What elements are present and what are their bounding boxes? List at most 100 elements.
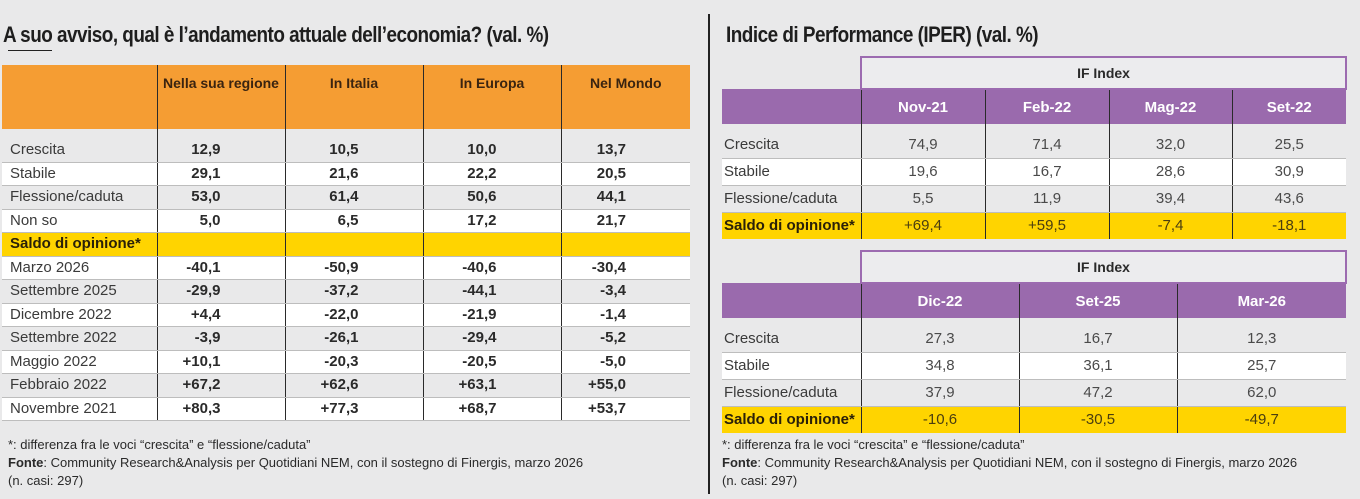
table-row: Novembre 2021 +80,3 +77,3 +68,7 +53,7 (2, 397, 690, 421)
if-index-header: IF Index (860, 250, 1347, 284)
table-row: Stabile 34,8 36,1 25,7 (722, 352, 1346, 380)
source-label: Fonte (722, 455, 758, 470)
value-cell: -50,9 (284, 256, 423, 280)
row-label: Flessione/caduta (2, 185, 157, 210)
source-text: : Community Research&Analysis per Quotid… (757, 455, 1298, 470)
cases-count: (n. casi: 297) (8, 473, 84, 488)
table-row: Stabile 19,6 16,7 28,6 30,9 (722, 158, 1347, 186)
value-cell: 27,3 (860, 326, 1019, 353)
value-cell: 62,0 (1176, 379, 1346, 407)
value-cell: 12,9 (156, 139, 285, 163)
table-row: Flessione/caduta 53,0 61,4 50,6 44,1 (2, 185, 690, 210)
value-cell: 53,0 (156, 185, 285, 210)
value-cell: +67,2 (156, 373, 285, 398)
spacer-cell (1176, 318, 1346, 326)
table-row: Crescita 74,9 71,4 32,0 25,5 (722, 132, 1347, 159)
corner-header (722, 283, 861, 318)
value-cell: 19,6 (860, 158, 985, 186)
value-cell: -7,4 (1108, 212, 1232, 239)
period-header: Nov-21 (860, 89, 985, 124)
value-cell: -20,5 (422, 350, 561, 374)
table-row: Flessione/caduta 5,5 11,9 39,4 43,6 (722, 185, 1347, 213)
column-header: In Europa (422, 65, 561, 129)
value-cell: -29,4 (422, 326, 561, 351)
title-underline (8, 50, 52, 51)
value-cell: +80,3 (156, 397, 285, 421)
table-row: Stabile 29,1 21,6 22,2 20,5 (2, 162, 690, 186)
economy-panel: A suo avviso, qual è l’andamento attuale… (2, 22, 690, 488)
period-header: Feb-22 (984, 89, 1109, 124)
table-row: Dicembre 2022 +4,4 -22,0 -21,9 -1,4 (2, 303, 690, 327)
row-label: Settembre 2022 (2, 326, 157, 351)
value-cell: -21,9 (422, 303, 561, 327)
value-cell: +62,6 (284, 373, 423, 398)
period-header: Mar-26 (1176, 283, 1346, 318)
period-header: Dic-22 (860, 283, 1019, 318)
source-label: Fonte (8, 455, 44, 470)
value-cell: 22,2 (422, 162, 561, 186)
value-cell: +69,4 (860, 212, 985, 239)
row-label: Flessione/caduta (722, 379, 861, 407)
value-cell: -10,6 (860, 406, 1019, 433)
value-cell: 13,7 (560, 139, 690, 163)
value-cell: 5,0 (156, 209, 285, 233)
row-label: Flessione/caduta (722, 185, 861, 213)
spacer-cell (722, 318, 861, 326)
period-header: Set-25 (1018, 283, 1177, 318)
value-cell: 16,7 (984, 158, 1109, 186)
panel-divider (708, 14, 710, 494)
iper-table-title: Indice di Performance (IPER) (val. %) (726, 22, 1039, 47)
table-row: Maggio 2022 +10,1 -20,3 -20,5 -5,0 (2, 350, 690, 374)
blank-header (722, 251, 861, 283)
if-index-header: IF Index (859, 56, 1348, 90)
column-header: In Italia (284, 65, 423, 129)
iper-table-1: IF Index Nov-21 Feb-22 Mag-22 Set-22 Cresci… (722, 56, 1348, 239)
value-cell: 50,6 (422, 185, 561, 210)
value-cell: 11,9 (984, 185, 1109, 213)
value-cell: 29,1 (156, 162, 285, 186)
value-cell: 71,4 (984, 132, 1109, 159)
spacer-cell (560, 129, 690, 139)
value-cell: 28,6 (1108, 158, 1232, 186)
section-cell (284, 232, 423, 257)
column-header: Nel Mondo (560, 65, 690, 129)
value-cell: 39,4 (1108, 185, 1232, 213)
value-cell: 21,7 (560, 209, 690, 233)
value-cell: 74,9 (860, 132, 985, 159)
value-cell: +10,1 (156, 350, 285, 374)
value-cell: -29,9 (156, 279, 285, 304)
value-cell: -20,3 (284, 350, 423, 374)
iper-panel: Indice di Performance (IPER) (val. %) IF… (712, 0, 1360, 499)
footnote: *: differenza fra le voci “crescita” e “… (8, 437, 311, 452)
value-cell: 34,8 (860, 352, 1019, 380)
row-label: Stabile (722, 158, 861, 186)
value-cell: -30,5 (1018, 406, 1177, 433)
spacer-cell (2, 129, 157, 139)
value-cell: 37,9 (860, 379, 1019, 407)
row-label: Settembre 2025 (2, 279, 157, 304)
spacer-cell (722, 124, 861, 132)
corner-header (2, 65, 157, 129)
value-cell: 10,5 (284, 139, 423, 163)
row-label: Maggio 2022 (2, 350, 157, 374)
row-label: Stabile (2, 162, 157, 186)
value-cell: 30,9 (1231, 158, 1347, 186)
value-cell: 36,1 (1018, 352, 1177, 380)
cases-count: (n. casi: 297) (722, 473, 798, 488)
value-cell: +59,5 (984, 212, 1109, 239)
iper-notes: *: differenza fra le voci “crescita” e “… (722, 436, 1297, 490)
spacer-row (2, 129, 690, 139)
section-cell (560, 232, 690, 257)
value-cell: -22,0 (284, 303, 423, 327)
value-cell: 5,5 (860, 185, 985, 213)
value-cell: 44,1 (560, 185, 690, 210)
row-label: Febbraio 2022 (2, 373, 157, 398)
value-cell: 25,7 (1176, 352, 1346, 380)
source-line: Fonte: Community Research&Analysis per Q… (722, 454, 1297, 472)
spacer-row (722, 318, 1346, 326)
row-label: Novembre 2021 (2, 397, 157, 421)
value-cell: +68,7 (422, 397, 561, 421)
value-cell: 21,6 (284, 162, 423, 186)
saldo-row: Saldo di opinione* -10,6 -30,5 -49,7 (722, 406, 1346, 433)
footnote: *: differenza fra le voci “crescita” e “… (722, 437, 1025, 452)
